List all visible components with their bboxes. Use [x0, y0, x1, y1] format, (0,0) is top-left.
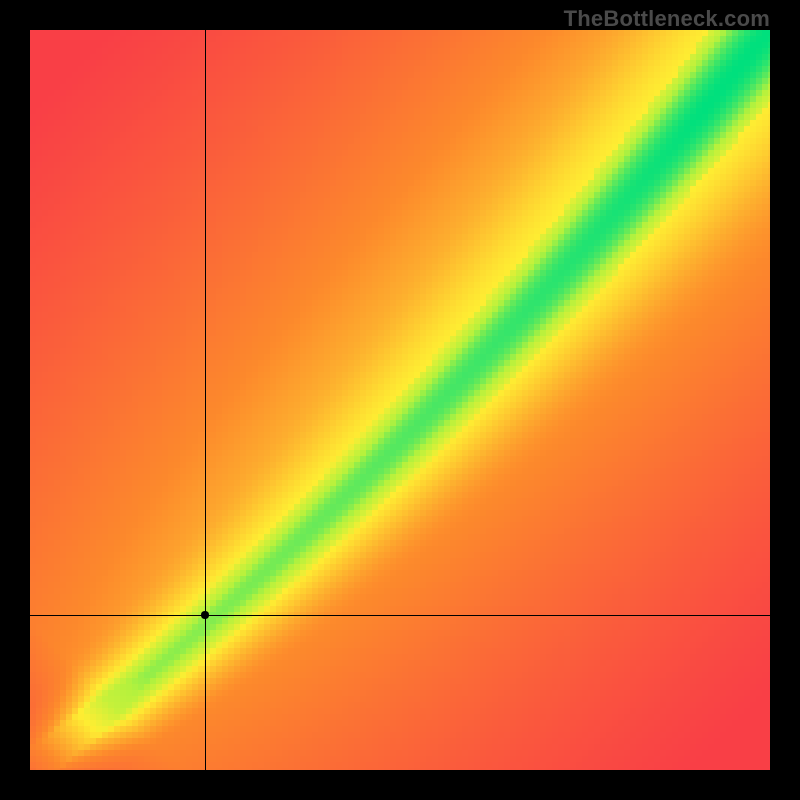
watermark-text: TheBottleneck.com	[564, 6, 770, 32]
heatmap-plot	[30, 30, 770, 770]
heatmap-canvas	[30, 30, 770, 770]
chart-container: TheBottleneck.com	[0, 0, 800, 800]
